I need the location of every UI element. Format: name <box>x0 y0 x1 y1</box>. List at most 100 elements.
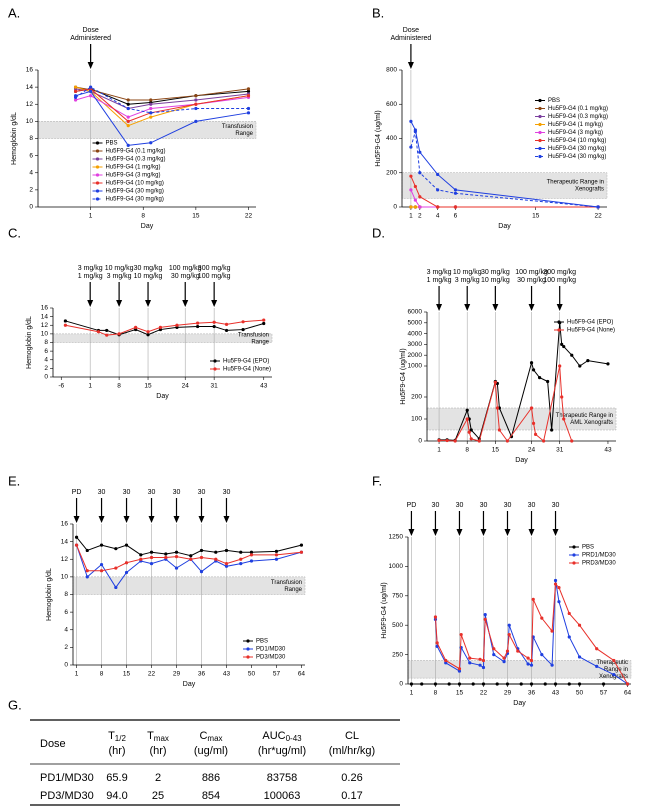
legend-marker <box>538 154 542 159</box>
data-point <box>126 143 130 147</box>
dose-label: 30 <box>223 489 231 496</box>
arrow-head <box>98 516 105 523</box>
data-point <box>189 554 193 558</box>
panel-label: G. <box>8 697 22 712</box>
arrow-head <box>407 62 414 69</box>
legend-label: PBS <box>106 141 118 147</box>
header-unit: (hr) <box>108 745 125 757</box>
data-point <box>262 321 266 326</box>
header-unit: (hr*ug/ml) <box>258 745 306 757</box>
dose-label: 10 mg/kg <box>105 265 134 272</box>
data-point <box>546 379 550 384</box>
data-point <box>194 102 198 106</box>
arrow-head <box>556 304 563 311</box>
x-tick-label: 15 <box>144 383 152 390</box>
data-point <box>149 106 153 111</box>
y-tick-label: 4 <box>29 169 33 176</box>
dose-label: 30 <box>528 502 536 509</box>
legend-label: Hu5F9-G4 (EPO) <box>223 359 269 365</box>
arrow-head <box>528 529 535 536</box>
x-tick-label: 57 <box>600 690 608 697</box>
data-point <box>550 663 554 667</box>
data-point <box>529 406 534 410</box>
data-point <box>481 665 486 670</box>
legend-label: Hu5F9-G4 (30 mg/kg) <box>106 197 164 203</box>
x-tick-label: 43 <box>604 447 612 454</box>
y-axis-label: Hemoglobin g/dL <box>26 316 33 369</box>
y-tick-label: 3000 <box>408 341 423 348</box>
data-point <box>74 543 79 547</box>
range-label: Therapeutic Range in <box>547 180 604 186</box>
legend-marker <box>246 647 250 651</box>
data-point <box>224 328 229 333</box>
dose-label: 10 mg/kg <box>453 269 482 276</box>
data-point <box>483 617 487 621</box>
x-tick-label: 1 <box>75 671 79 678</box>
x-tick-label: 43 <box>223 671 231 678</box>
panel-label: C. <box>8 225 21 240</box>
data-point <box>595 664 599 668</box>
legend-label: Hu5F9-G4 (10 mg/kg) <box>106 181 164 187</box>
data-point <box>224 322 229 326</box>
dose-label: Dose <box>82 27 98 34</box>
data-point <box>89 85 93 89</box>
dose-label: 1 mg/kg <box>78 273 103 280</box>
data-point <box>174 555 179 559</box>
data-point <box>73 95 78 99</box>
data-point <box>126 102 130 106</box>
legend-marker <box>538 138 542 143</box>
data-point <box>625 682 630 686</box>
data-point <box>174 566 179 570</box>
data-point <box>516 649 520 653</box>
data-point <box>164 552 168 556</box>
data-point <box>196 324 200 329</box>
y-tick-label: 16 <box>61 521 69 528</box>
y-tick-label: 12 <box>41 322 49 329</box>
dose-label: 300 mg/kg <box>543 269 576 276</box>
table-cell: 886 <box>202 772 220 784</box>
x-tick-label: 22 <box>594 213 602 220</box>
header-cell: Cmax <box>199 730 222 743</box>
header-text: T <box>108 730 115 742</box>
x-tick-label: 24 <box>182 383 190 390</box>
dose-label: 30 <box>98 489 106 496</box>
legend-marker <box>538 98 542 103</box>
dose-label: 100 mg/kg <box>515 269 548 276</box>
data-point <box>529 663 534 667</box>
data-point <box>239 550 243 554</box>
panel-label: F. <box>372 473 382 488</box>
dose-label: 30 <box>552 502 560 509</box>
data-point <box>418 205 422 209</box>
legend-marker <box>95 157 100 161</box>
y-tick-label: 2 <box>64 644 68 651</box>
data-point <box>189 557 193 561</box>
range-label: Xenografts <box>575 187 604 193</box>
data-point <box>194 106 198 111</box>
header-unit: (ug/ml) <box>194 745 228 757</box>
data-point <box>567 611 571 616</box>
arrow-head <box>464 304 471 311</box>
y-tick-label: 0 <box>29 204 33 211</box>
data-point <box>63 323 67 327</box>
x-tick-label: 8 <box>100 671 104 678</box>
x-tick-label: 4 <box>436 213 440 220</box>
data-point <box>531 368 536 372</box>
dose-label: 3 mg/kg <box>455 277 480 284</box>
x-tick-label: 1 <box>88 383 92 390</box>
data-point <box>413 198 417 202</box>
header-unit: (ml/hr/kg) <box>329 745 375 757</box>
header-cell: Tmax <box>147 730 169 743</box>
x-tick-label: 31 <box>556 447 564 454</box>
table-cell: 94.0 <box>106 790 127 802</box>
data-point <box>570 353 574 357</box>
y-tick-label: 1250 <box>389 534 404 541</box>
data-point <box>117 332 121 336</box>
x-tick-label: 50 <box>248 671 256 678</box>
series-line <box>65 319 264 336</box>
legend-label: PBS <box>548 98 560 104</box>
data-point <box>436 172 440 177</box>
x-tick-label: 64 <box>624 690 632 697</box>
data-point <box>453 191 458 195</box>
y-axis-label: Hu5F9-G4 (ug/ml) <box>381 582 388 638</box>
data-point <box>126 115 130 119</box>
